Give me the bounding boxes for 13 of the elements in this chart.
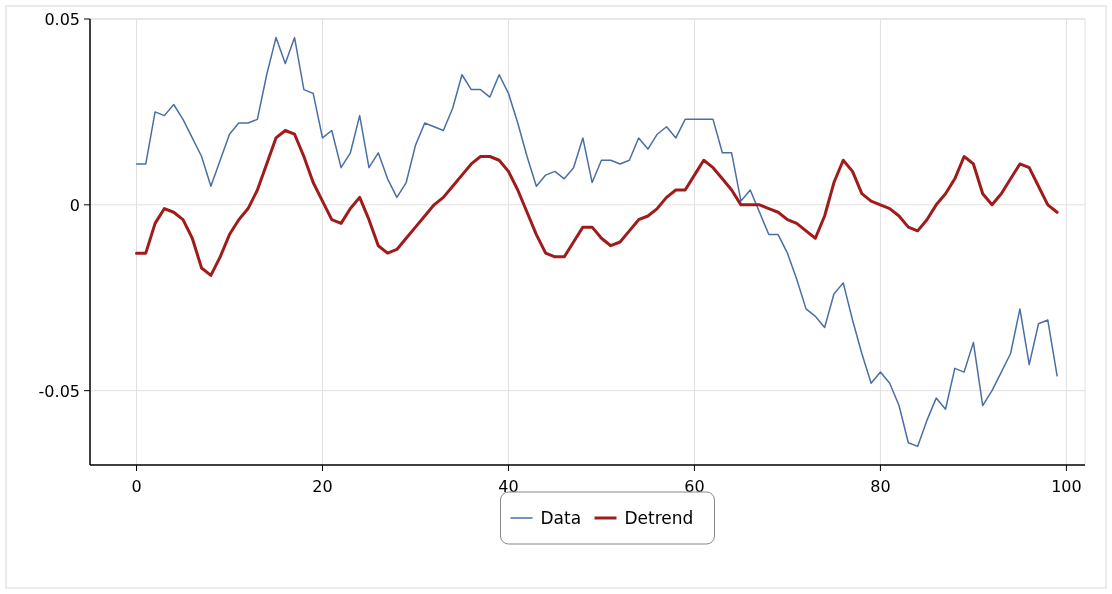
x-tick-label: 20 xyxy=(312,477,333,496)
x-tick-label: 0 xyxy=(131,477,142,496)
y-tick-label: -0.05 xyxy=(38,381,80,401)
line-series xyxy=(135,36,1058,448)
line-series xyxy=(135,129,1059,277)
legend-label: Data xyxy=(540,508,582,528)
x-tick-label: 40 xyxy=(498,477,519,496)
x-tick-label: 60 xyxy=(684,477,705,496)
x-tick-label: 100 xyxy=(1051,477,1082,496)
y-tick-label: 0.05 xyxy=(44,10,80,29)
x-tick-label: 80 xyxy=(870,477,891,496)
y-tick-label: 0 xyxy=(69,195,80,215)
legend-label: Detrend xyxy=(624,508,694,528)
